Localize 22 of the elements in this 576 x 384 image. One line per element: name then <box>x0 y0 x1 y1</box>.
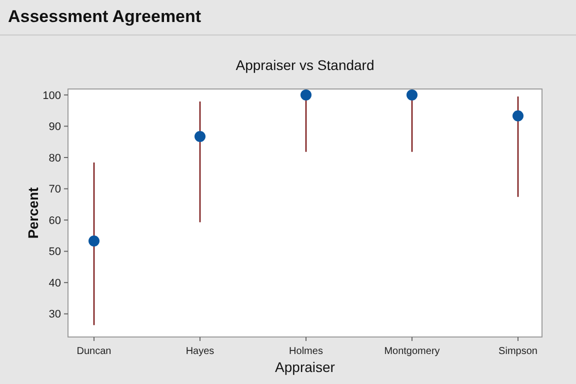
x-tick-label: Montgomery <box>384 346 440 357</box>
point <box>300 89 312 100</box>
x-tick-label: Holmes <box>289 346 323 357</box>
point <box>406 89 418 100</box>
y-tick-label: 100 <box>42 90 61 102</box>
y-tick-label: 90 <box>48 121 61 134</box>
chart-subtitle: Appraiser vs Standard <box>236 57 374 73</box>
point <box>194 131 206 142</box>
x-tick-label: Duncan <box>76 346 112 357</box>
y-tick-label: 30 <box>48 308 61 321</box>
y-tick-label: 60 <box>48 214 61 227</box>
y-tick-label: 40 <box>48 277 61 290</box>
x-tick-label: Simpson <box>498 346 538 357</box>
y-tick-label: 80 <box>48 152 61 164</box>
point <box>88 235 100 246</box>
point <box>512 110 524 122</box>
x-tick-label: Hayes <box>186 346 214 357</box>
x-axis-title: Appraiser <box>275 359 336 375</box>
chart-title: Assessment Agreement <box>8 7 202 26</box>
y-tick-label: 50 <box>48 246 61 258</box>
y-axis-title: Percent <box>25 186 41 239</box>
y-tick-label: 70 <box>48 184 61 196</box>
